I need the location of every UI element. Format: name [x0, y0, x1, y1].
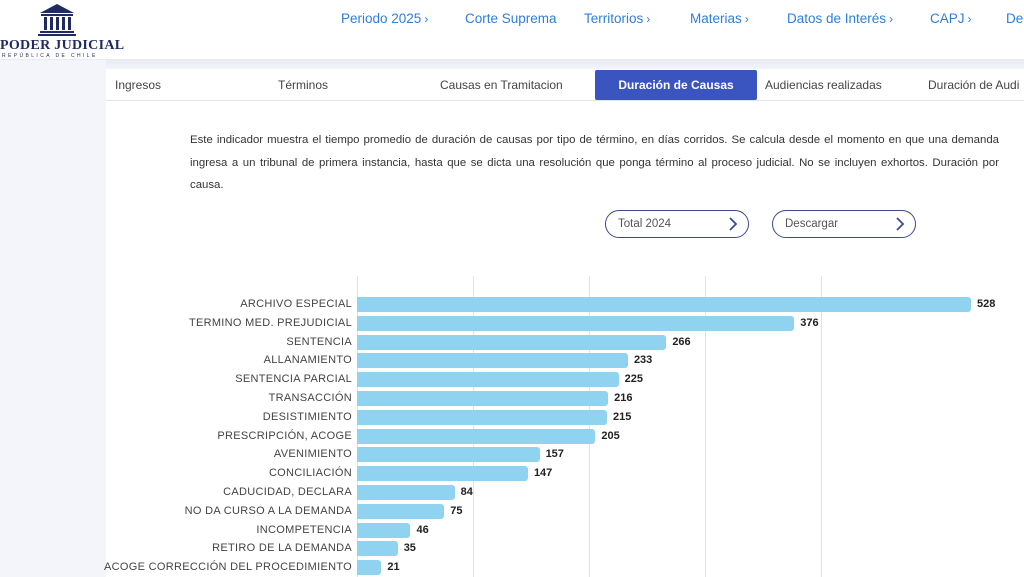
- chart-bar[interactable]: [357, 503, 445, 519]
- value-label: 225: [624, 373, 643, 386]
- category-label: INCOMPETENCIA: [256, 523, 352, 536]
- nav-item-de[interactable]: De: [1006, 11, 1023, 26]
- value-label: 35: [403, 542, 416, 555]
- category-label: PRESCRIPCIÓN, ACOGE: [217, 429, 352, 442]
- logo-title: PODER JUDICIAL: [0, 38, 125, 53]
- chevron-right-icon: ›: [889, 12, 894, 26]
- left-gutter: [0, 60, 106, 577]
- chart-bar[interactable]: [357, 560, 382, 576]
- nav-item-label: Corte Suprema: [465, 11, 557, 26]
- poder-judicial-logo[interactable]: PODER JUDICIAL REPÚBLICA DE CHILE: [0, 0, 124, 60]
- tab-bar: Ingresos Términos Causas en Tramitacion …: [106, 70, 1024, 101]
- tab-terminos[interactable]: Términos: [278, 78, 329, 92]
- nav-item-capj[interactable]: CAPJ ›: [930, 11, 972, 26]
- logo-subtitle: REPÚBLICA DE CHILE: [2, 53, 98, 59]
- chart-bar[interactable]: [357, 334, 667, 350]
- chart-bar[interactable]: [357, 485, 455, 500]
- category-label: SENTENCIA PARCIAL: [235, 373, 352, 386]
- download-label: Descargar: [785, 218, 839, 230]
- x-gridline: [589, 276, 590, 577]
- tab-ingresos[interactable]: Ingresos: [115, 78, 162, 92]
- value-label: 266: [672, 335, 691, 348]
- nav-item-label: Datos de Interés: [787, 11, 887, 26]
- period-select-button[interactable]: Total 2024: [605, 210, 749, 238]
- x-gridline: [473, 276, 474, 577]
- category-label: ACOGE CORRECCIÓN DEL PROCEDIMIENTO: [104, 561, 352, 574]
- indicator-description: Este indicador muestra el tiempo promedi…: [190, 134, 999, 191]
- chart-bar[interactable]: [357, 315, 795, 331]
- download-button[interactable]: Descargar: [772, 210, 916, 238]
- category-label: TRANSACCIÓN: [268, 392, 352, 404]
- value-label: 216: [614, 392, 633, 404]
- chevron-right-icon: [896, 217, 905, 231]
- value-label: 21: [387, 561, 400, 574]
- x-gridline: [357, 276, 358, 577]
- nav-item-materias[interactable]: Materias ›: [690, 11, 749, 26]
- value-label: 46: [416, 523, 429, 536]
- duration-bar-chart: ARCHIVO ESPECIAL 528 TERMINO MED. PREJUDIC…: [0, 276, 1024, 577]
- nav-item-label: De: [1006, 11, 1024, 26]
- category-label: NO DA CURSO A LA DEMANDA: [184, 504, 352, 517]
- nav-item-periodo[interactable]: Periodo 2025 ›: [341, 11, 428, 26]
- value-label: 75: [450, 504, 463, 517]
- main-nav: Periodo 2025 › Corte Suprema Territorios ›…: [0, 11, 1024, 31]
- chevron-right-icon: ›: [646, 12, 651, 26]
- top-header: PODER JUDICIAL REPÚBLICA DE CHILE Period…: [0, 0, 1024, 60]
- value-label: 205: [601, 429, 620, 442]
- nav-item-label: Periodo 2025: [341, 11, 422, 26]
- chevron-right-icon: ›: [744, 12, 749, 26]
- nav-item-corte-suprema[interactable]: Corte Suprema: [465, 11, 557, 26]
- chart-bar[interactable]: [357, 541, 398, 557]
- chevron-right-icon: ›: [967, 12, 972, 26]
- category-label: CONCILIACIÓN: [268, 467, 352, 480]
- category-label: DESISTIMIENTO: [262, 410, 352, 423]
- chart-bar[interactable]: [357, 409, 608, 425]
- chart-bar[interactable]: [357, 391, 609, 406]
- x-gridline: [821, 276, 822, 577]
- category-label: ARCHIVO ESPECIAL: [240, 298, 352, 310]
- nav-item-datos-de-interes[interactable]: Datos de Interés ›: [787, 11, 893, 26]
- chevron-right-icon: ›: [424, 12, 429, 26]
- nav-item-territorios[interactable]: Territorios ›: [584, 11, 650, 26]
- value-label: 215: [613, 410, 632, 423]
- tab-duracion-de-audiencias[interactable]: Duración de Audi: [928, 78, 1020, 92]
- value-label: 147: [533, 467, 553, 480]
- chart-bar[interactable]: [357, 428, 596, 444]
- value-label: 376: [800, 316, 819, 329]
- value-label: 528: [977, 298, 996, 310]
- header-shadow: [0, 59, 1024, 69]
- chart-bar[interactable]: [357, 522, 411, 538]
- category-label: AVENIMIENTO: [273, 448, 352, 461]
- category-label: SENTENCIA: [286, 335, 352, 348]
- category-label: ALLANAMIENTO: [263, 354, 352, 367]
- category-label: RETIRO DE LA DEMANDA: [212, 542, 352, 555]
- x-gridline: [705, 276, 706, 577]
- tab-audiencias-realizadas[interactable]: Audiencias realizadas: [765, 78, 882, 92]
- chart-bar[interactable]: [357, 297, 971, 312]
- chevron-right-icon: [729, 217, 738, 231]
- value-label: 84: [460, 486, 473, 498]
- period-select-label: Total 2024: [618, 218, 672, 230]
- nav-item-label: CAPJ: [930, 11, 965, 26]
- chart-bar[interactable]: [357, 372, 619, 388]
- nav-item-label: Territorios: [584, 11, 644, 26]
- category-label: TERMINO MED. PREJUDICIAL: [188, 316, 352, 329]
- nav-item-label: Materias: [690, 11, 742, 26]
- tab-duracion-de-causas[interactable]: Duración de Causas: [595, 70, 757, 100]
- chart-bar[interactable]: [357, 447, 540, 463]
- tab-causas-en-tramitacion[interactable]: Causas en Tramitacion: [440, 78, 563, 92]
- value-label: 157: [545, 448, 564, 461]
- courthouse-icon: [38, 4, 76, 36]
- chart-bar[interactable]: [357, 466, 528, 482]
- chart-bar[interactable]: [357, 353, 628, 369]
- value-label: 233: [633, 354, 653, 367]
- category-label: CADUCIDAD, DECLARA: [223, 486, 352, 498]
